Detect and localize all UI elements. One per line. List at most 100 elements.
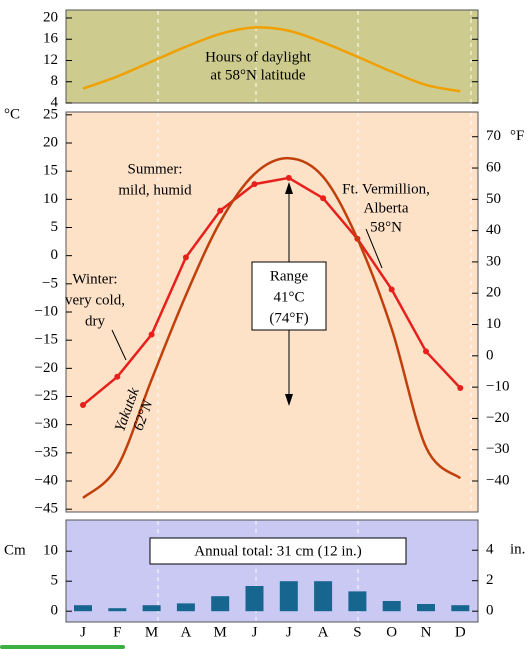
y2-axis-label: °F <box>510 128 524 144</box>
data-point <box>285 174 292 181</box>
y2-axis-label: in. <box>510 542 525 558</box>
y-tick-label: 16 <box>43 31 59 47</box>
y-tick-label: −40 <box>35 472 58 488</box>
bar <box>451 605 470 612</box>
y-tick-label: 0 <box>51 603 59 619</box>
y-tick-label: 20 <box>43 9 58 25</box>
y-tick-label: −30 <box>35 416 58 432</box>
y2-tick-label: 10 <box>486 316 501 332</box>
x-tick-label: F <box>113 624 121 640</box>
bar <box>211 596 230 612</box>
y2-tick-label: −40 <box>486 472 509 488</box>
series-label: Alberta <box>364 200 409 216</box>
bar <box>74 605 92 612</box>
annotation: (74°F) <box>269 310 308 326</box>
series-line <box>82 176 462 406</box>
x-tick-label: N <box>421 624 432 640</box>
annotation: dry <box>85 313 105 329</box>
x-tick-label: J <box>252 624 258 640</box>
data-point <box>80 401 86 408</box>
y2-tick-label: 0 <box>486 347 494 363</box>
y-tick-label: −35 <box>35 444 58 460</box>
y-tick-label: 10 <box>43 543 58 559</box>
arrow-head <box>285 182 293 194</box>
y-tick-label: 10 <box>43 191 58 207</box>
y2-tick-label: 50 <box>486 191 501 207</box>
annotation: Range <box>270 268 309 284</box>
bar <box>108 608 127 612</box>
x-tick-label: A <box>180 624 191 640</box>
x-tick-label: J <box>286 624 292 640</box>
bar <box>245 586 264 612</box>
leader-line <box>365 228 383 269</box>
y2-tick-label: −30 <box>486 441 509 457</box>
precipitation-panel <box>65 519 479 623</box>
annotation: Summer: <box>128 161 183 177</box>
y2-tick-label: 30 <box>486 253 501 269</box>
series-label: Ft. Vermillion, <box>342 181 430 197</box>
chart-title: Hours of daylight <box>205 49 312 65</box>
data-point <box>457 385 464 392</box>
annotation-box <box>149 537 407 565</box>
y-tick-label: 5 <box>51 573 59 589</box>
range-box <box>251 261 327 331</box>
x-tick-label: J <box>80 624 86 640</box>
y-tick-label: 12 <box>43 52 58 68</box>
y-tick-label: −15 <box>35 332 58 348</box>
y2-tick-label: 40 <box>486 222 501 238</box>
data-point <box>251 181 258 188</box>
series-label: 58°N <box>370 219 402 235</box>
data-point <box>388 286 395 293</box>
bar <box>142 605 161 612</box>
data-point <box>320 195 327 202</box>
y-tick-label: 0 <box>51 247 59 263</box>
y-axis-label: °C <box>4 106 20 122</box>
y2-tick-label: 0 <box>486 603 494 619</box>
y2-tick-label: 2 <box>486 572 494 588</box>
y-tick-label: −10 <box>35 303 58 319</box>
series-line <box>82 26 461 93</box>
bar <box>279 581 298 612</box>
y2-tick-label: 60 <box>486 159 501 175</box>
y2-tick-label: 4 <box>486 542 494 558</box>
annotation: mild, humid <box>118 182 192 198</box>
y-tick-label: 15 <box>43 163 58 179</box>
x-tick-label: M <box>145 624 158 640</box>
data-point <box>148 331 155 338</box>
data-point <box>423 348 429 355</box>
y-tick-label: 20 <box>43 134 58 150</box>
y-tick-label: 5 <box>51 219 59 235</box>
bar <box>348 591 367 612</box>
x-tick-label: A <box>318 624 329 640</box>
data-point <box>217 207 224 214</box>
y-tick-label: −20 <box>35 360 58 376</box>
y2-tick-label: 20 <box>486 285 501 301</box>
y2-tick-label: 70 <box>486 128 501 144</box>
leader-line <box>111 329 127 361</box>
daylight-panel <box>65 9 479 104</box>
chart-title: at 58°N latitude <box>210 67 305 83</box>
series-line <box>82 156 462 499</box>
y-tick-label: −5 <box>42 275 58 291</box>
y-tick-label: 8 <box>51 73 59 89</box>
status-bar <box>0 645 125 649</box>
y-axis-label: Cm <box>4 543 26 559</box>
bar <box>176 603 195 612</box>
data-point <box>114 373 121 380</box>
y-tick-label: −45 <box>35 501 58 517</box>
bar <box>314 581 333 612</box>
x-tick-label: M <box>214 624 227 640</box>
x-tick-label: S <box>353 624 361 640</box>
data-point <box>182 254 189 261</box>
annotation: 41°C <box>273 289 304 305</box>
y-tick-label: 4 <box>51 94 59 110</box>
y-tick-label: 25 <box>43 106 58 122</box>
annotation: very cold, <box>65 292 125 308</box>
annotation: Annual total: 31 cm (12 in.) <box>194 543 361 559</box>
annotation: Winter: <box>72 271 117 287</box>
y2-tick-label: −20 <box>486 410 509 426</box>
arrow-head <box>285 394 293 406</box>
y-tick-label: −25 <box>35 388 58 404</box>
bar <box>417 604 435 612</box>
